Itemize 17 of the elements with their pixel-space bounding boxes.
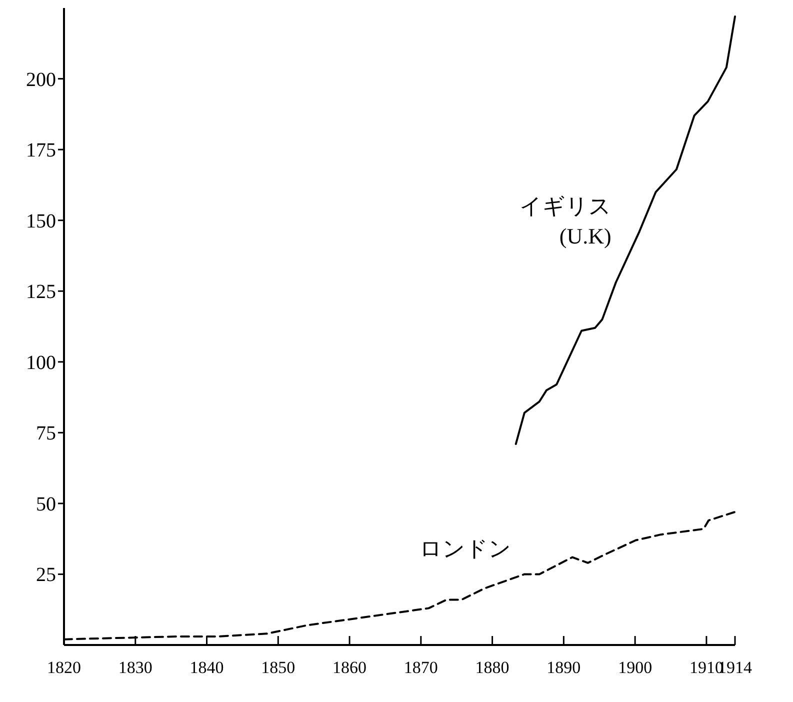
x-tick-label: 1840 xyxy=(190,658,224,677)
x-tick-label: 1850 xyxy=(261,658,296,677)
x-tick-label: 1900 xyxy=(618,658,652,677)
y-tick-label: 200 xyxy=(26,68,56,91)
x-tick-label: 1820 xyxy=(47,658,81,677)
x-tick-label: 1860 xyxy=(332,658,367,677)
y-tick-label: 50 xyxy=(36,493,56,516)
y-tick-label: 25 xyxy=(36,564,56,586)
y-tick-label: 75 xyxy=(36,422,56,445)
x-tick-label: 1870 xyxy=(404,658,438,677)
x-tick-label: 1880 xyxy=(475,658,510,677)
x-tick-label: 1890 xyxy=(546,658,581,677)
y-tick-label: 100 xyxy=(26,352,56,374)
y-tick-label: 150 xyxy=(26,210,56,232)
y-tick-label: 125 xyxy=(26,281,56,304)
x-tick-label: 1830 xyxy=(118,658,152,677)
y-tick-label: 175 xyxy=(26,140,56,162)
